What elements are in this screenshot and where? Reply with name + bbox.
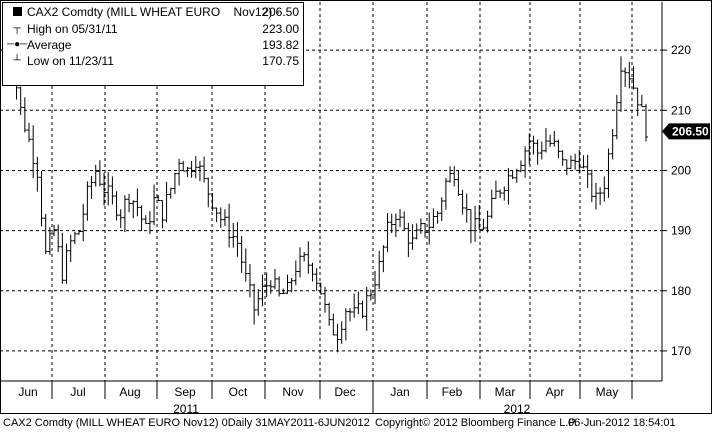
- y-tick-label: 180: [671, 284, 691, 298]
- legend-high-value: 223.00: [262, 22, 299, 36]
- x-tick-label: Jul: [70, 385, 85, 399]
- y-tick-label: 210: [671, 103, 691, 117]
- chart-footer: CAX2 Comdty (MILL WHEAT EURO Nov12) 0Dai…: [0, 414, 712, 432]
- x-tick-label: Jan: [390, 385, 409, 399]
- y-tick-label: 190: [671, 224, 691, 238]
- legend-low-label: Low on 11/23/11: [27, 54, 114, 68]
- low-marker-icon: ┴: [13, 55, 21, 66]
- legend-average-value: 193.82: [262, 38, 299, 52]
- legend-high-row: ┬ High on 05/31/11 223.00: [3, 21, 303, 37]
- legend-last-value: 206.50: [262, 5, 299, 19]
- year-label: 2012: [504, 402, 531, 416]
- series-square-icon: [7, 4, 27, 22]
- legend-average-label: Average: [27, 38, 72, 52]
- high-marker-icon: ┬: [13, 23, 21, 34]
- x-tick-label: Nov: [282, 385, 303, 399]
- x-tick-label: May: [596, 385, 619, 399]
- footer-series-info: CAX2 Comdty (MILL WHEAT EURO Nov12) 0Dai…: [3, 417, 370, 429]
- legend-average-row: ─●─ Average 193.82: [3, 37, 303, 53]
- last-price-label: 206.50: [672, 124, 709, 138]
- footer-copyright: Copyright© 2012 Bloomberg Finance L.P.: [375, 417, 578, 429]
- average-marker-icon: ─●─: [7, 39, 28, 50]
- last-price-marker: [662, 123, 710, 140]
- legend-low-value: 170.75: [262, 54, 299, 68]
- x-tick-label: Jun: [18, 385, 37, 399]
- year-label: 2011: [173, 402, 199, 416]
- x-tick-label: Apr: [546, 385, 565, 399]
- y-tick-label: 220: [671, 43, 691, 57]
- x-tick-label: Dec: [334, 385, 355, 399]
- x-tick-label: Oct: [229, 385, 248, 399]
- footer-timestamp: 06-Jun-2012 18:54:01: [568, 417, 676, 429]
- legend-title-row: CAX2 Comdty (MILL WHEAT EURO Nov12) - 20…: [3, 4, 303, 20]
- x-tick-label: Feb: [442, 385, 463, 399]
- chart-legend: CAX2 Comdty (MILL WHEAT EURO Nov12) - 20…: [2, 2, 304, 86]
- legend-low-row: ┴ Low on 11/23/11 170.75: [3, 53, 303, 69]
- legend-ticker: CAX2 Comdty (MILL WHEAT EURO Nov12) -: [27, 5, 280, 19]
- x-tick-label: Sep: [174, 385, 196, 399]
- legend-high-label: High on 05/31/11: [27, 22, 118, 36]
- y-tick-label: 170: [671, 344, 691, 358]
- x-tick-label: Aug: [119, 385, 140, 399]
- x-tick-label: Mar: [495, 385, 516, 399]
- y-tick-label: 200: [671, 163, 691, 177]
